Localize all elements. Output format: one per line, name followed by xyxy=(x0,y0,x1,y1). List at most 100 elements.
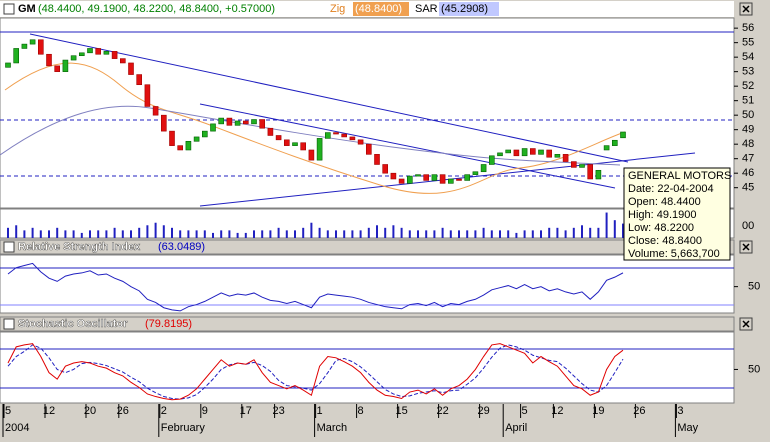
x-tick-label: 15 xyxy=(395,405,407,417)
x-tick-label: 12 xyxy=(551,405,563,417)
candle xyxy=(267,127,274,136)
candle xyxy=(374,154,380,165)
candle xyxy=(169,130,175,146)
y-tick-label: 55 xyxy=(742,37,754,49)
rsi-title: Relative Strength Index xyxy=(18,241,141,253)
y-tick-label: 52 xyxy=(742,80,754,92)
candle xyxy=(546,149,553,158)
tooltip-line: High: 49.1900 xyxy=(628,209,697,221)
candle xyxy=(62,59,69,72)
candle xyxy=(456,178,462,181)
candle xyxy=(103,51,110,55)
month-label: February xyxy=(161,422,206,434)
panel-icon xyxy=(3,241,15,253)
y-tick-label: 56 xyxy=(742,22,754,34)
stoch-header xyxy=(0,316,735,332)
candle xyxy=(562,154,569,162)
tooltip-line: Open: 48.4400 xyxy=(628,196,701,208)
candle xyxy=(398,178,405,184)
candle xyxy=(390,172,397,180)
y-tick-label: 50 xyxy=(748,363,760,375)
candle xyxy=(210,123,216,132)
tooltip-line: Volume: 5,663,700 xyxy=(628,248,720,260)
y-tick-label: 48 xyxy=(742,138,754,150)
zig-label: Zig xyxy=(330,3,345,15)
candle xyxy=(87,48,93,54)
candle xyxy=(161,114,167,132)
candle xyxy=(300,142,307,151)
candle xyxy=(406,175,413,184)
stoch-k-line xyxy=(7,343,624,401)
candle xyxy=(579,164,585,168)
candle xyxy=(480,164,487,173)
x-tick-label: 23 xyxy=(272,405,284,417)
candle xyxy=(505,149,512,154)
candle xyxy=(603,145,610,151)
close-icon xyxy=(742,5,750,328)
candle xyxy=(243,120,249,125)
candle xyxy=(554,154,561,158)
trend-line xyxy=(199,103,616,189)
x-tick-label: 26 xyxy=(117,405,129,417)
candle xyxy=(275,135,282,141)
candle xyxy=(423,174,430,181)
candle xyxy=(79,52,85,57)
x-tick-label: 12 xyxy=(43,405,55,417)
candle xyxy=(472,171,479,175)
sar-value-bg xyxy=(439,2,499,16)
candle xyxy=(341,133,348,138)
x-tick-label: 1 xyxy=(317,405,323,417)
x-tick-label: 5 xyxy=(5,405,11,417)
tooltip-box xyxy=(623,167,731,261)
candle xyxy=(54,65,61,72)
candle xyxy=(357,139,364,145)
sar-value: (45.2908) xyxy=(441,3,488,15)
candle xyxy=(316,138,323,161)
tooltip-line: GENERAL MOTORS xyxy=(628,170,731,182)
candle xyxy=(226,117,233,126)
stoch-title: Stochastic Oscillator xyxy=(18,318,128,330)
candle xyxy=(218,117,224,125)
candle xyxy=(185,140,192,151)
x-tick-label: 20 xyxy=(84,405,96,417)
close-buttons[interactable] xyxy=(739,2,753,331)
candle xyxy=(234,120,241,126)
panel-icon xyxy=(3,318,15,330)
candle xyxy=(111,51,118,59)
candle xyxy=(29,39,36,45)
candle xyxy=(324,132,331,139)
candle xyxy=(538,149,544,155)
x-tick-label: 2 xyxy=(161,405,167,417)
candle xyxy=(95,48,101,55)
x-tick-label: 19 xyxy=(592,405,604,417)
y-tick-label: 54 xyxy=(742,51,754,63)
zigzag-line xyxy=(4,62,626,194)
y-tick-label: 45 xyxy=(742,182,754,194)
candle xyxy=(136,74,142,86)
candle xyxy=(70,55,77,61)
volume-axis-label: 00 xyxy=(742,220,754,232)
x-tick-label: 26 xyxy=(633,405,645,417)
candle xyxy=(283,139,290,146)
tooltip-line: Close: 48.8400 xyxy=(628,235,702,247)
candle xyxy=(464,174,471,181)
x-tick-label: 8 xyxy=(358,405,364,417)
candle xyxy=(488,155,495,165)
month-label: May xyxy=(677,422,698,434)
x-tick-label: 9 xyxy=(202,405,208,417)
candle xyxy=(144,84,151,107)
x-tick-label: 22 xyxy=(436,405,448,417)
candle xyxy=(521,148,528,157)
y-tick-label: 49 xyxy=(742,124,754,136)
candle xyxy=(120,58,126,64)
candle xyxy=(292,142,298,146)
candle xyxy=(333,132,339,135)
quote: (48.4400, 49.1900, 48.2200, 48.8400, +0.… xyxy=(38,3,275,15)
stoch-d-line xyxy=(7,344,624,400)
candle xyxy=(513,149,520,157)
y-tick-label: 50 xyxy=(742,109,754,121)
panel-icon xyxy=(3,3,15,15)
